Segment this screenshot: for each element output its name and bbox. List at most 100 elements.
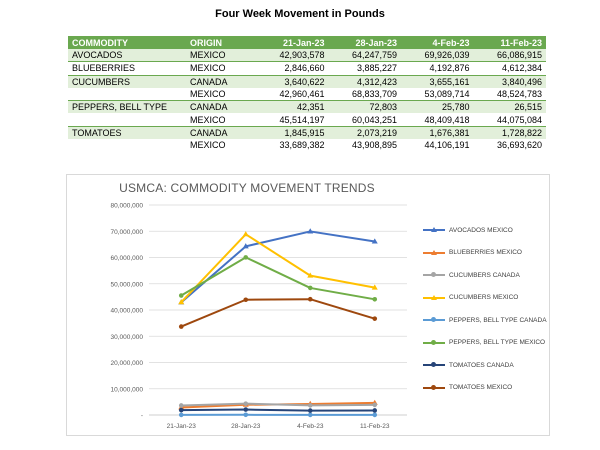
data-point	[242, 231, 249, 237]
col-header-origin: ORIGIN	[186, 36, 256, 49]
data-point	[178, 407, 184, 413]
cell-value: 44,106,191	[424, 140, 470, 151]
cell-value: 66,086,915	[473, 49, 546, 63]
cell-value: 53,089,714	[401, 87, 474, 102]
cell-value: 60,043,251	[328, 113, 401, 127]
cell-commodity	[68, 87, 186, 102]
legend-item: AVOCADOS MEXICO	[423, 219, 549, 242]
legend-item: TOMATOES MEXICO	[423, 377, 549, 400]
legend-swatch	[423, 271, 445, 279]
cell-origin: MEXICO	[186, 49, 256, 63]
table-row: BLUEBERRIES MEXICO 2,846,660 3,885,227 4…	[68, 61, 546, 76]
legend-marker	[431, 227, 437, 233]
legend-label: AVOCADOS MEXICO	[449, 226, 513, 234]
cell-value: 42,351	[256, 100, 329, 114]
series-line	[180, 256, 375, 301]
legend-marker	[431, 249, 437, 255]
line-chart: - 10,000,000 20,000,000 30,000,000 40,000,00…	[110, 203, 407, 430]
cell-value: 26,515	[473, 100, 546, 114]
x-tick-label: 21-Jan-23	[167, 423, 197, 430]
data-point	[178, 293, 184, 298]
series-line	[181, 408, 375, 412]
legend-label: PEPPERS, BELL TYPE MEXICO	[449, 339, 546, 347]
y-tick-label: 20,000,000	[110, 360, 143, 367]
y-tick-label: 10,000,000	[110, 386, 143, 393]
col-header-week-2: 28-Jan-23	[328, 36, 401, 49]
y-tick-label: -	[141, 413, 143, 420]
legend-item: PEPPERS, BELL TYPE MEXICO	[423, 332, 549, 355]
legend-marker	[431, 362, 436, 368]
data-point	[243, 412, 249, 418]
legend-swatch	[423, 361, 445, 369]
legend-item: TOMATOES CANADA	[423, 354, 549, 377]
cell-value: 3,640,622	[256, 75, 329, 88]
legend-marker	[431, 272, 436, 278]
table-row: AVOCADOS MEXICO 42,903,578 64,247,759 69…	[68, 49, 546, 63]
series-line	[181, 402, 375, 407]
data-point	[243, 255, 249, 260]
data-point	[372, 408, 378, 413]
cell-value: 1,676,381	[401, 126, 474, 140]
series-line	[180, 233, 375, 303]
cell-value: 1,845,915	[256, 126, 329, 140]
cell-value: 3,885,227	[328, 61, 401, 76]
cell-value: 48,409,418	[401, 113, 474, 127]
legend-swatch	[423, 294, 445, 302]
cell-commodity: AVOCADOS	[68, 49, 186, 63]
cell-origin: CANADA	[186, 126, 256, 140]
cell-value: 64,247,759	[328, 49, 401, 63]
data-point	[372, 412, 378, 418]
data-point	[178, 299, 185, 305]
movement-table: COMMODITY ORIGIN 21-Jan-23 28-Jan-23 4-F…	[68, 36, 546, 151]
legend-label: BLUEBERRIES MEXICO	[449, 249, 522, 257]
data-point	[178, 324, 184, 329]
cell-value: 68,833,709	[328, 87, 401, 102]
cell-value: 45,514,197	[256, 113, 329, 127]
data-point	[243, 297, 249, 303]
col-header-week-1: 21-Jan-23	[256, 36, 329, 49]
cell-value: 3,840,496	[473, 75, 546, 88]
data-point	[372, 297, 378, 302]
cell-value: 2,846,660	[256, 61, 329, 76]
table-header-row: COMMODITY ORIGIN 21-Jan-23 28-Jan-23 4-F…	[68, 36, 546, 49]
legend-item: PEPPERS, BELL TYPE CANADA	[423, 309, 549, 332]
data-point	[243, 407, 249, 412]
cell-origin: MEXICO	[186, 87, 256, 102]
legend-item: BLUEBERRIES MEXICO	[423, 242, 549, 265]
data-point	[372, 316, 378, 321]
cell-origin: MEXICO	[186, 61, 256, 76]
cell-origin: CANADA	[186, 75, 256, 88]
table-row: MEXICO 42,960,461 68,833,709 53,089,714 …	[68, 87, 546, 102]
data-point	[307, 403, 313, 408]
legend-swatch	[423, 384, 445, 392]
legend-swatch	[423, 316, 445, 324]
legend-label: PEPPERS, BELL TYPE CANADA	[449, 316, 547, 324]
cell-commodity	[68, 139, 186, 151]
data-point	[371, 284, 378, 290]
legend-label: TOMATOES CANADA	[449, 361, 514, 369]
legend-swatch	[423, 339, 445, 347]
legend-label: TOMATOES MEXICO	[449, 384, 513, 392]
x-tick-label: 11-Feb-23	[360, 423, 390, 430]
cell-commodity: CUCUMBERS	[68, 75, 186, 88]
data-point	[242, 243, 249, 249]
data-point	[307, 296, 313, 302]
cell-value: 42,960,461	[256, 87, 329, 102]
cell-value: 43,908,895	[351, 140, 397, 151]
chart-container: USMCA: COMMODITY MOVEMENT TRENDS - 10,000…	[66, 174, 550, 436]
y-tick-label: 60,000,000	[110, 255, 143, 262]
data-point	[307, 228, 314, 234]
cell-origin: MEXICO	[186, 113, 256, 127]
data-point	[243, 401, 249, 406]
cell-commodity	[68, 113, 186, 127]
cell-value: 4,192,876	[401, 61, 474, 76]
table-row: PEPPERS, BELL TYPE CANADA 42,351 72,803 …	[68, 100, 546, 114]
cell-origin: CANADA	[186, 100, 256, 114]
cell-value: 72,803	[328, 100, 401, 114]
legend-item: CUCUMBERS CANADA	[423, 264, 549, 287]
table-row: MEXICO 45,514,197 60,043,251 48,409,418 …	[68, 113, 546, 127]
legend-marker	[431, 317, 436, 323]
col-header-commodity: COMMODITY	[68, 36, 186, 49]
cell-value: 4,312,423	[328, 75, 401, 88]
cell-value: 3,655,161	[401, 75, 474, 88]
